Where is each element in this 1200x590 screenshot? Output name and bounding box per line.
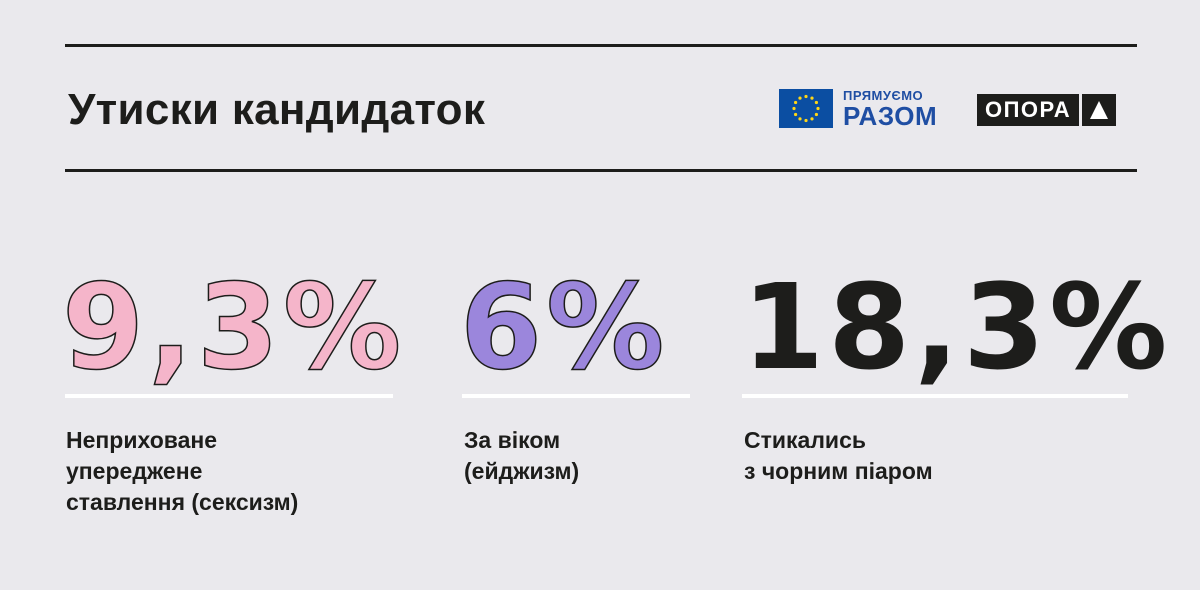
partner-logo-line2: РАЗОМ <box>843 100 938 131</box>
triangle-icon <box>1082 94 1117 126</box>
stat-value: 18,3% <box>742 258 1172 396</box>
opora-logo: ОПОРА <box>977 94 1117 126</box>
partner-logo-line1: ПРЯМУЄМО <box>843 87 924 103</box>
header-divider <box>65 169 1137 172</box>
stat-black-pr: 18,3% Стикались з чорним піаром <box>742 258 1172 484</box>
partner-logo-text: ПРЯМУЄМО РАЗОМ <box>843 89 937 129</box>
top-divider <box>65 44 1137 47</box>
stat-divider <box>65 394 393 398</box>
partner-logo: ПРЯМУЄМО РАЗОМ <box>779 89 939 129</box>
stat-label: За віком (ейджизм) <box>464 427 580 484</box>
stat-value: 6% <box>459 258 669 396</box>
opora-logo-text: ОПОРА <box>977 94 1080 126</box>
stat-value: 9,3% <box>61 258 406 396</box>
stat-divider <box>462 394 690 398</box>
stat-label: Неприховане упереджене ставлення (сексиз… <box>66 427 299 515</box>
page-title: Утиски кандидаток <box>68 85 486 134</box>
stat-label: Стикались з чорним піаром <box>744 427 933 484</box>
eu-flag-icon <box>779 89 833 128</box>
stat-divider <box>742 394 1128 398</box>
stat-sexism: 9,3% Неприховане упереджене ставлення (с… <box>61 258 406 515</box>
stat-ageism: 6% За віком (ейджизм) <box>459 258 690 484</box>
